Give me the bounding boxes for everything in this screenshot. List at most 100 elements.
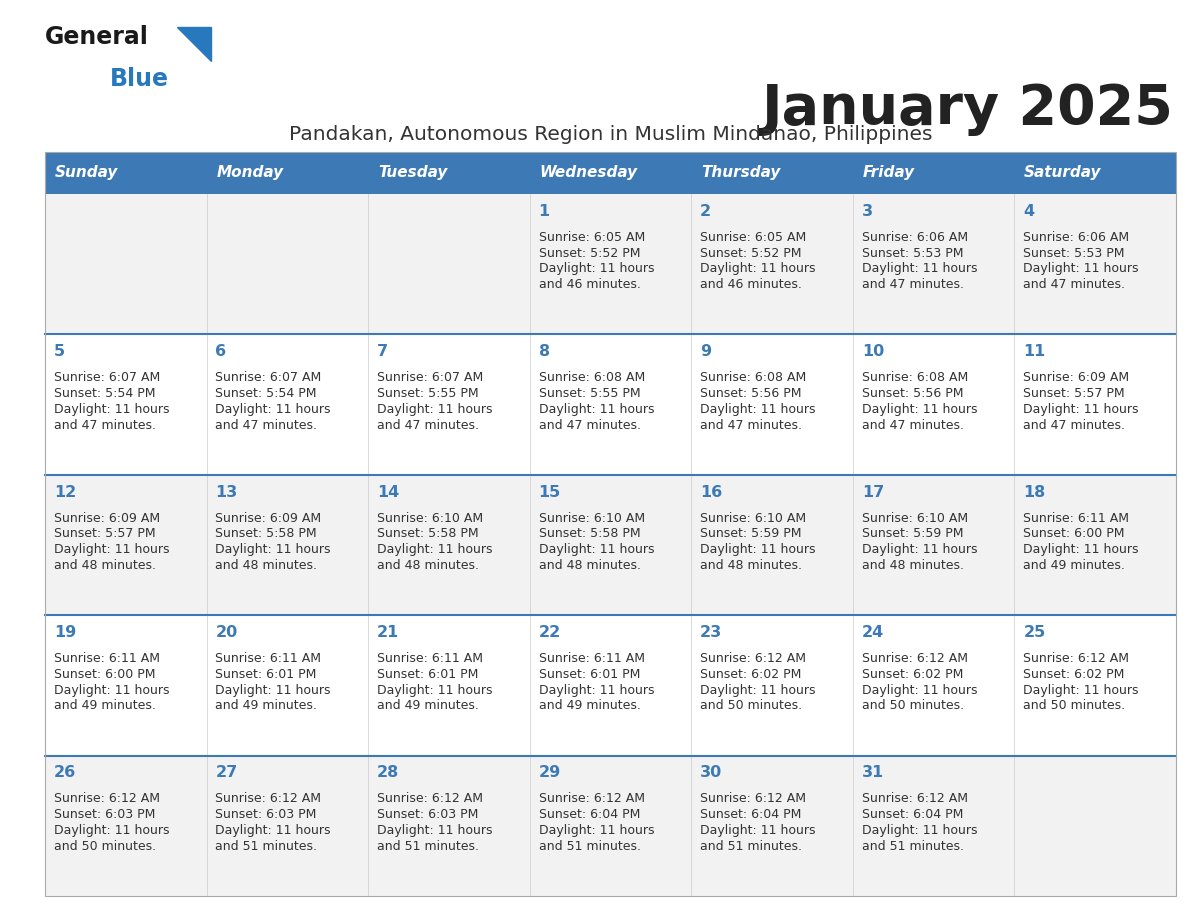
Bar: [691, 194, 853, 334]
Text: Sunset: 5:55 PM: Sunset: 5:55 PM: [377, 387, 479, 400]
Text: Sunset: 5:58 PM: Sunset: 5:58 PM: [215, 528, 317, 541]
Text: Sunrise: 6:08 AM: Sunrise: 6:08 AM: [700, 371, 807, 385]
Text: 25: 25: [1023, 625, 1045, 640]
Text: Daylight: 11 hours: Daylight: 11 hours: [700, 403, 816, 416]
Text: Sunset: 6:00 PM: Sunset: 6:00 PM: [1023, 528, 1125, 541]
Text: Sunset: 6:04 PM: Sunset: 6:04 PM: [700, 808, 802, 822]
Text: Sunset: 5:58 PM: Sunset: 5:58 PM: [538, 528, 640, 541]
Bar: [45, 756, 207, 896]
Text: Sunset: 5:59 PM: Sunset: 5:59 PM: [861, 528, 963, 541]
Text: and 47 minutes.: and 47 minutes.: [861, 419, 963, 431]
Bar: [1015, 756, 1176, 896]
Text: Sunrise: 6:09 AM: Sunrise: 6:09 AM: [53, 511, 160, 524]
Text: Sunrise: 6:09 AM: Sunrise: 6:09 AM: [1023, 371, 1130, 385]
Text: 20: 20: [215, 625, 238, 640]
Text: 29: 29: [538, 766, 561, 780]
Text: and 48 minutes.: and 48 minutes.: [700, 559, 802, 572]
Text: Sunset: 6:03 PM: Sunset: 6:03 PM: [53, 808, 156, 822]
Text: and 47 minutes.: and 47 minutes.: [861, 278, 963, 291]
Text: 12: 12: [53, 485, 76, 499]
Text: Sunset: 6:01 PM: Sunset: 6:01 PM: [538, 667, 640, 681]
Text: 21: 21: [377, 625, 399, 640]
Text: and 49 minutes.: and 49 minutes.: [1023, 559, 1125, 572]
Text: Daylight: 11 hours: Daylight: 11 hours: [861, 403, 978, 416]
Text: 19: 19: [53, 625, 76, 640]
Bar: [207, 615, 368, 756]
Text: and 48 minutes.: and 48 minutes.: [861, 559, 963, 572]
Text: Daylight: 11 hours: Daylight: 11 hours: [377, 543, 493, 556]
Text: 4: 4: [1023, 204, 1035, 218]
Text: 26: 26: [53, 766, 76, 780]
Bar: [691, 756, 853, 896]
Text: Sunset: 6:02 PM: Sunset: 6:02 PM: [1023, 667, 1125, 681]
Text: and 48 minutes.: and 48 minutes.: [215, 559, 317, 572]
Bar: [45, 152, 207, 194]
Text: Sunset: 6:00 PM: Sunset: 6:00 PM: [53, 667, 156, 681]
Text: 1: 1: [538, 204, 550, 218]
Text: 13: 13: [215, 485, 238, 499]
Text: Daylight: 11 hours: Daylight: 11 hours: [1023, 403, 1139, 416]
Text: and 50 minutes.: and 50 minutes.: [1023, 700, 1125, 712]
Polygon shape: [177, 27, 211, 61]
Text: and 47 minutes.: and 47 minutes.: [1023, 419, 1125, 431]
Text: and 48 minutes.: and 48 minutes.: [53, 559, 156, 572]
Text: and 47 minutes.: and 47 minutes.: [53, 419, 156, 431]
Text: 2: 2: [700, 204, 712, 218]
Text: Sunrise: 6:11 AM: Sunrise: 6:11 AM: [53, 652, 160, 665]
Text: Sunrise: 6:12 AM: Sunrise: 6:12 AM: [861, 792, 968, 805]
Bar: [45, 194, 207, 334]
Text: Sunset: 5:52 PM: Sunset: 5:52 PM: [700, 247, 802, 260]
Bar: [1015, 194, 1176, 334]
Bar: [368, 615, 530, 756]
Text: Daylight: 11 hours: Daylight: 11 hours: [861, 543, 978, 556]
Text: Daylight: 11 hours: Daylight: 11 hours: [861, 263, 978, 275]
Text: Sunrise: 6:07 AM: Sunrise: 6:07 AM: [377, 371, 484, 385]
Text: Sunrise: 6:10 AM: Sunrise: 6:10 AM: [861, 511, 968, 524]
Text: 30: 30: [700, 766, 722, 780]
Text: Sunrise: 6:07 AM: Sunrise: 6:07 AM: [215, 371, 322, 385]
Text: Sunset: 5:56 PM: Sunset: 5:56 PM: [700, 387, 802, 400]
Text: and 50 minutes.: and 50 minutes.: [861, 700, 963, 712]
Text: and 47 minutes.: and 47 minutes.: [700, 419, 802, 431]
Text: Sunrise: 6:11 AM: Sunrise: 6:11 AM: [377, 652, 484, 665]
Text: Sunset: 6:04 PM: Sunset: 6:04 PM: [861, 808, 963, 822]
Text: and 50 minutes.: and 50 minutes.: [53, 840, 156, 853]
Text: January 2025: January 2025: [762, 82, 1173, 136]
Text: Daylight: 11 hours: Daylight: 11 hours: [53, 543, 170, 556]
Text: Sunrise: 6:11 AM: Sunrise: 6:11 AM: [215, 652, 322, 665]
Text: Wednesday: Wednesday: [539, 165, 638, 181]
Bar: [530, 756, 691, 896]
Bar: [691, 615, 853, 756]
Text: and 49 minutes.: and 49 minutes.: [215, 700, 317, 712]
Bar: [368, 756, 530, 896]
Bar: [207, 194, 368, 334]
Text: Sunrise: 6:10 AM: Sunrise: 6:10 AM: [700, 511, 807, 524]
Text: and 47 minutes.: and 47 minutes.: [377, 419, 479, 431]
Text: Sunrise: 6:08 AM: Sunrise: 6:08 AM: [861, 371, 968, 385]
Text: and 46 minutes.: and 46 minutes.: [538, 278, 640, 291]
Text: Sunrise: 6:12 AM: Sunrise: 6:12 AM: [53, 792, 160, 805]
Text: Sunrise: 6:11 AM: Sunrise: 6:11 AM: [538, 652, 645, 665]
Text: and 49 minutes.: and 49 minutes.: [53, 700, 156, 712]
Text: Sunrise: 6:09 AM: Sunrise: 6:09 AM: [215, 511, 322, 524]
Bar: [853, 334, 1015, 475]
Bar: [530, 334, 691, 475]
Text: and 51 minutes.: and 51 minutes.: [215, 840, 317, 853]
Text: and 47 minutes.: and 47 minutes.: [1023, 278, 1125, 291]
Text: Daylight: 11 hours: Daylight: 11 hours: [538, 263, 655, 275]
Text: 24: 24: [861, 625, 884, 640]
Bar: [853, 756, 1015, 896]
Text: Sunrise: 6:10 AM: Sunrise: 6:10 AM: [538, 511, 645, 524]
Text: 6: 6: [215, 344, 227, 359]
Text: Sunset: 6:04 PM: Sunset: 6:04 PM: [538, 808, 640, 822]
Text: 8: 8: [538, 344, 550, 359]
Text: Daylight: 11 hours: Daylight: 11 hours: [700, 263, 816, 275]
Text: and 49 minutes.: and 49 minutes.: [377, 700, 479, 712]
Text: Daylight: 11 hours: Daylight: 11 hours: [700, 543, 816, 556]
Bar: [368, 194, 530, 334]
Bar: [368, 475, 530, 615]
Text: 5: 5: [53, 344, 65, 359]
Text: 10: 10: [861, 344, 884, 359]
Bar: [207, 756, 368, 896]
Bar: [691, 475, 853, 615]
